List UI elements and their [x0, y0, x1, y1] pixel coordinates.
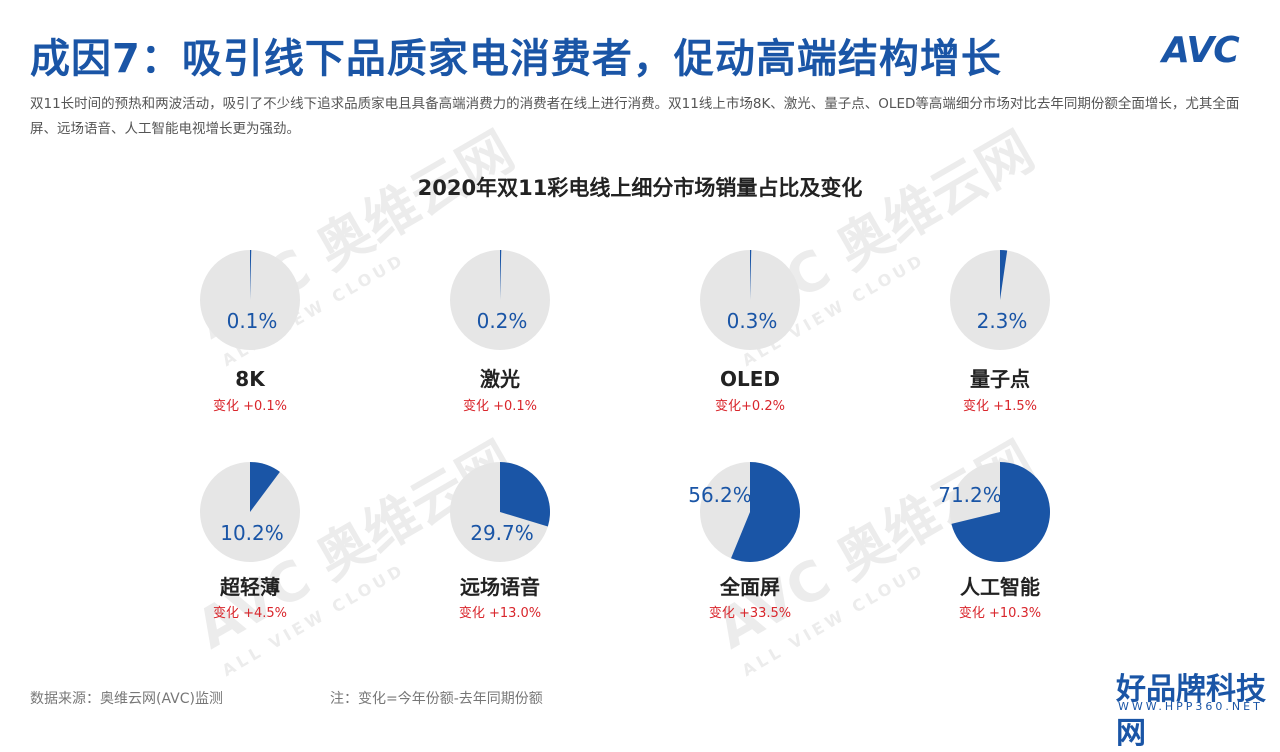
share-label: 2.3%	[977, 309, 1028, 333]
change-label: 变化 +13.0%	[459, 605, 541, 621]
change-label: 变化+0.2%	[715, 398, 785, 414]
change-label: 变化 +0.1%	[463, 398, 537, 414]
formula-note: 注：变化=今年份额-去年同期份额	[330, 691, 543, 707]
category-label: 超轻薄	[219, 575, 280, 599]
change-label: 变化 +33.5%	[709, 605, 791, 621]
chart-title: 2020年双11彩电线上细分市场销量占比及变化	[417, 176, 863, 200]
share-label: 0.2%	[477, 309, 528, 333]
pie-slice	[1000, 250, 1008, 300]
change-label: 变化 +0.1%	[213, 398, 287, 414]
category-label: 8K	[235, 367, 266, 391]
avc-logo: AVC	[1162, 30, 1240, 71]
logo-text: AVC	[1162, 30, 1240, 71]
share-label: 29.7%	[470, 521, 534, 545]
share-label: 0.3%	[727, 309, 778, 333]
share-label: 10.2%	[220, 521, 284, 545]
share-label: 56.2%	[688, 483, 752, 507]
pie-item: 0.3% OLED 变化+0.2%	[700, 250, 800, 414]
category-label: OLED	[720, 367, 780, 391]
pie-slice	[500, 461, 551, 527]
category-label: 人工智能	[960, 575, 1040, 599]
pie-slice	[250, 462, 280, 512]
page-title: 成因7：吸引线下品质家电消费者，促动高端结构增长	[30, 36, 1002, 82]
source-note: 数据来源：奥维云网(AVC)监测	[30, 691, 223, 707]
change-label: 变化 +1.5%	[963, 398, 1037, 414]
pie-slice	[500, 250, 502, 300]
category-label: 全面屏	[719, 575, 780, 599]
pie-slice	[250, 250, 252, 300]
description-text: 双11长时间的预热和两波活动，吸引了不少线下追求品质家电且具备高端消费力的消费者…	[30, 96, 1240, 137]
pie-slice	[951, 462, 1051, 563]
share-label: 0.1%	[227, 309, 278, 333]
change-label: 变化 +4.5%	[213, 605, 287, 621]
pie-slice	[750, 250, 752, 300]
category-label: 量子点	[970, 367, 1030, 391]
share-label: 71.2%	[938, 483, 1002, 507]
category-label: 远场语音	[460, 575, 540, 599]
change-label: 变化 +10.3%	[959, 605, 1041, 621]
pie-item: 0.1% 8K 变化 +0.1%	[200, 250, 300, 414]
category-label: 激光	[480, 367, 520, 391]
pie-slice	[731, 462, 801, 562]
brand-url: WWW.HPP360.NET	[1118, 700, 1263, 713]
